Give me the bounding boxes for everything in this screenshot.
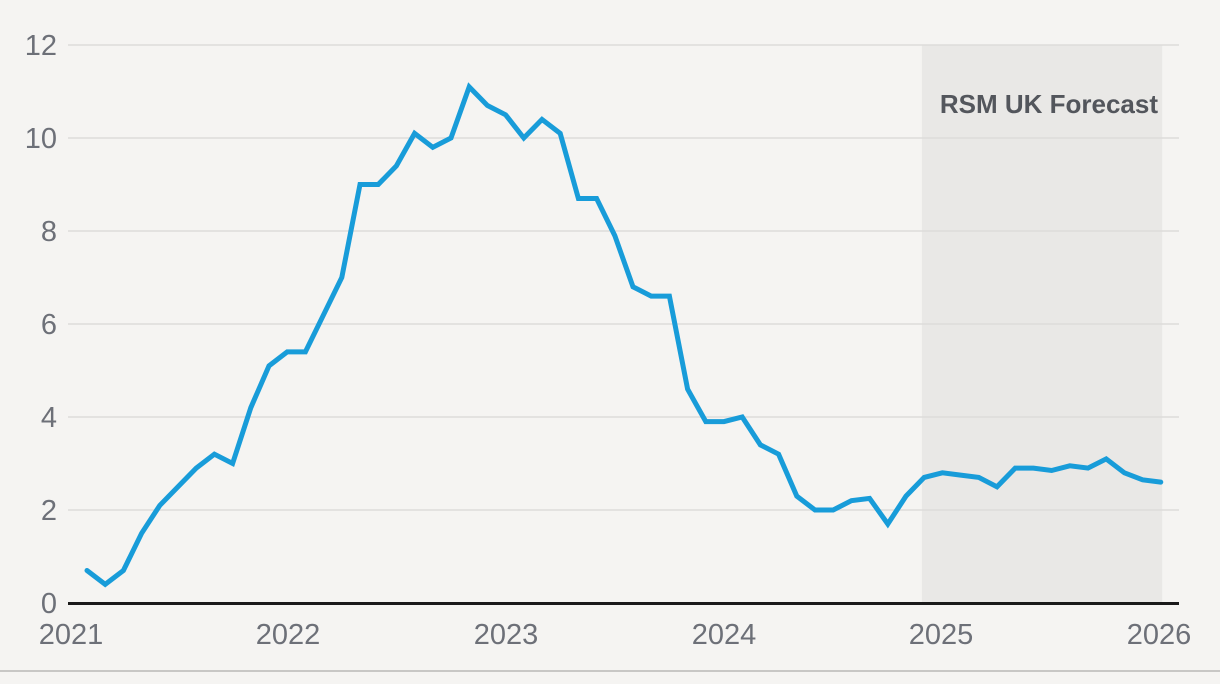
x-tick-label: 2025	[909, 619, 974, 651]
x-tick-label: 2024	[692, 619, 757, 651]
y-tick-label: 8	[41, 216, 57, 248]
x-tick-label: 2023	[474, 619, 539, 651]
gridlines	[68, 44, 1179, 511]
x-tick-label: 2021	[39, 619, 104, 651]
y-axis-labels: 12 10 8 6 4 2 0	[25, 30, 57, 620]
y-tick-label: 0	[41, 588, 57, 620]
y-tick-label: 2	[41, 495, 57, 527]
x-tick-label: 2022	[256, 619, 321, 651]
y-tick-label: 10	[25, 123, 57, 155]
x-axis-labels: 2021 2022 2023 2024 2025 2026	[39, 619, 1192, 651]
forecast-annotation: RSM UK Forecast	[940, 89, 1158, 119]
y-tick-label: 12	[25, 30, 57, 62]
x-tick-label: 2026	[1127, 619, 1192, 651]
y-tick-label: 4	[41, 402, 57, 434]
inflation-line	[84, 82, 1164, 588]
y-tick-label: 6	[41, 309, 57, 341]
